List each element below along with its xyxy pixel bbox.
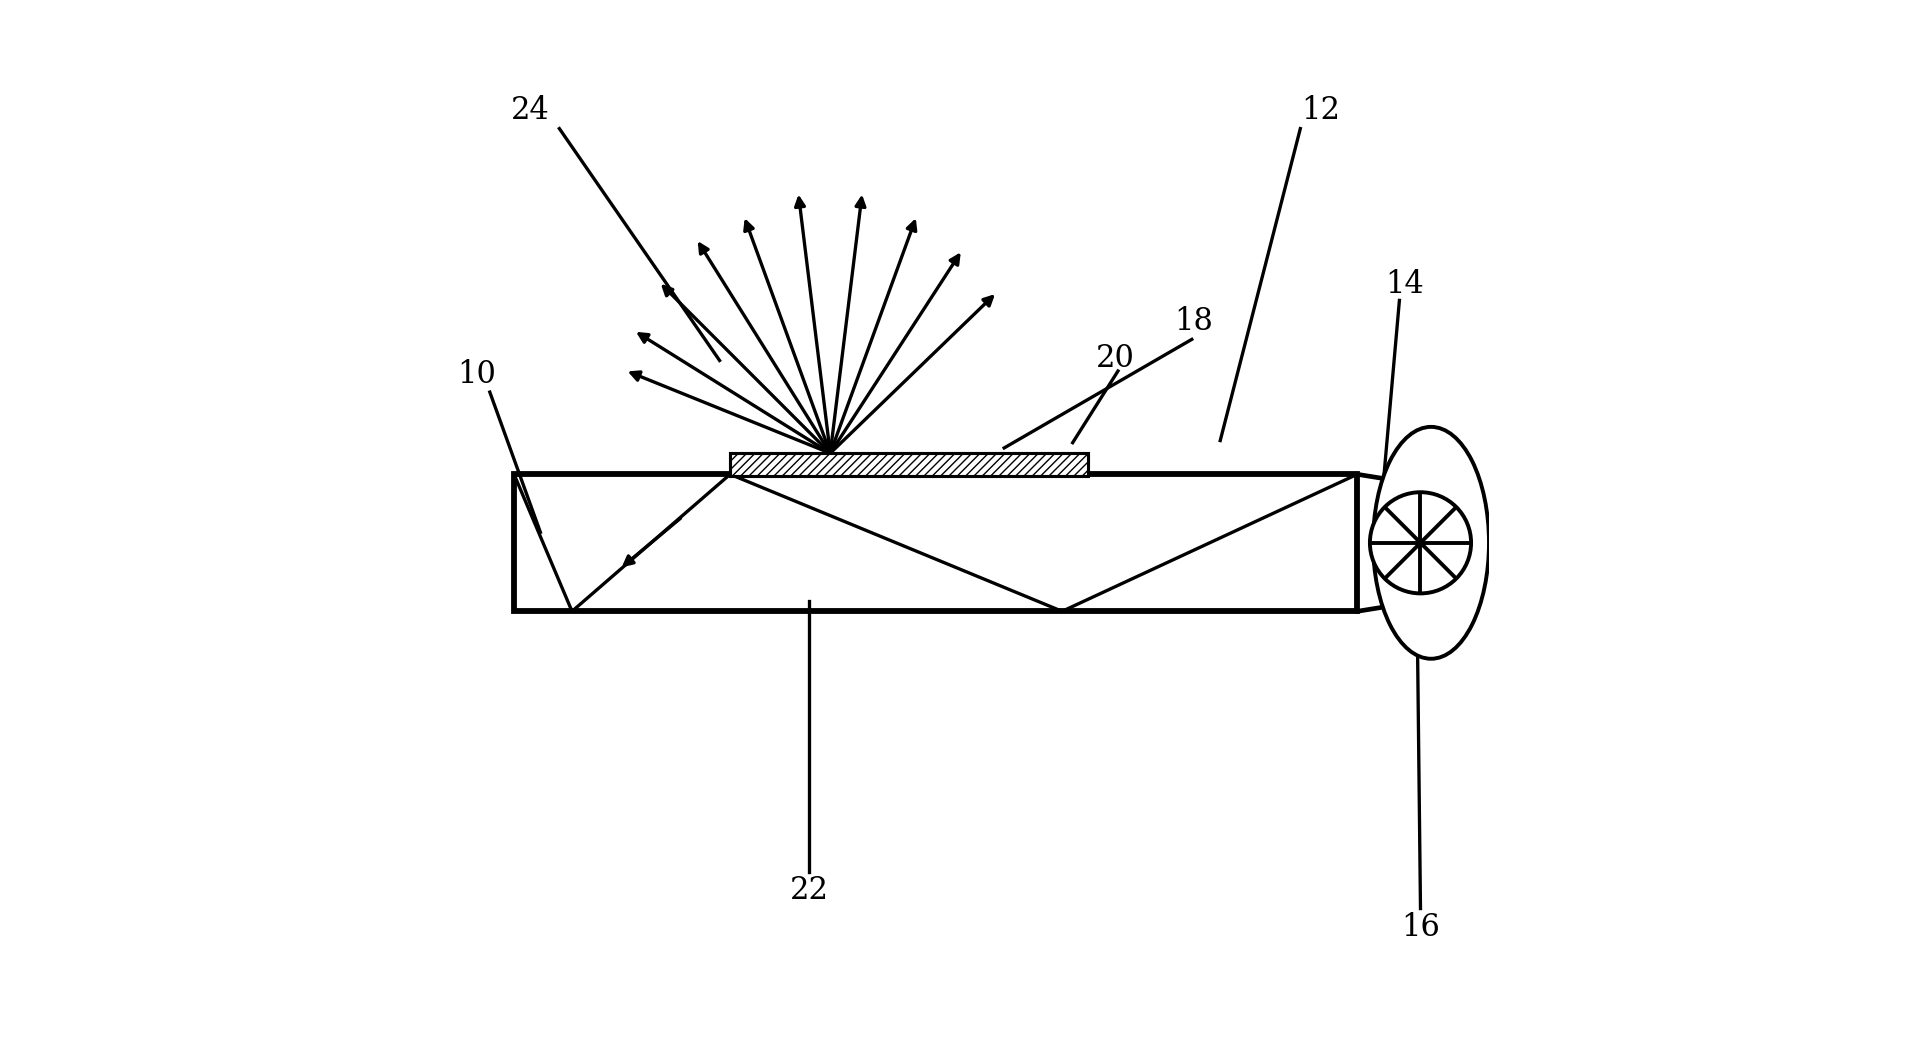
Bar: [513, 474, 1356, 611]
Text: 20: 20: [1094, 343, 1135, 374]
Text: 22: 22: [788, 875, 829, 906]
Text: 24: 24: [510, 95, 548, 126]
Text: 12: 12: [1300, 95, 1338, 126]
Bar: [729, 453, 1088, 476]
Ellipse shape: [1369, 492, 1471, 593]
Text: 10: 10: [458, 358, 496, 390]
Text: 14: 14: [1385, 269, 1423, 300]
Text: 16: 16: [1400, 912, 1438, 943]
Text: 18: 18: [1173, 306, 1213, 337]
Ellipse shape: [1373, 427, 1488, 659]
